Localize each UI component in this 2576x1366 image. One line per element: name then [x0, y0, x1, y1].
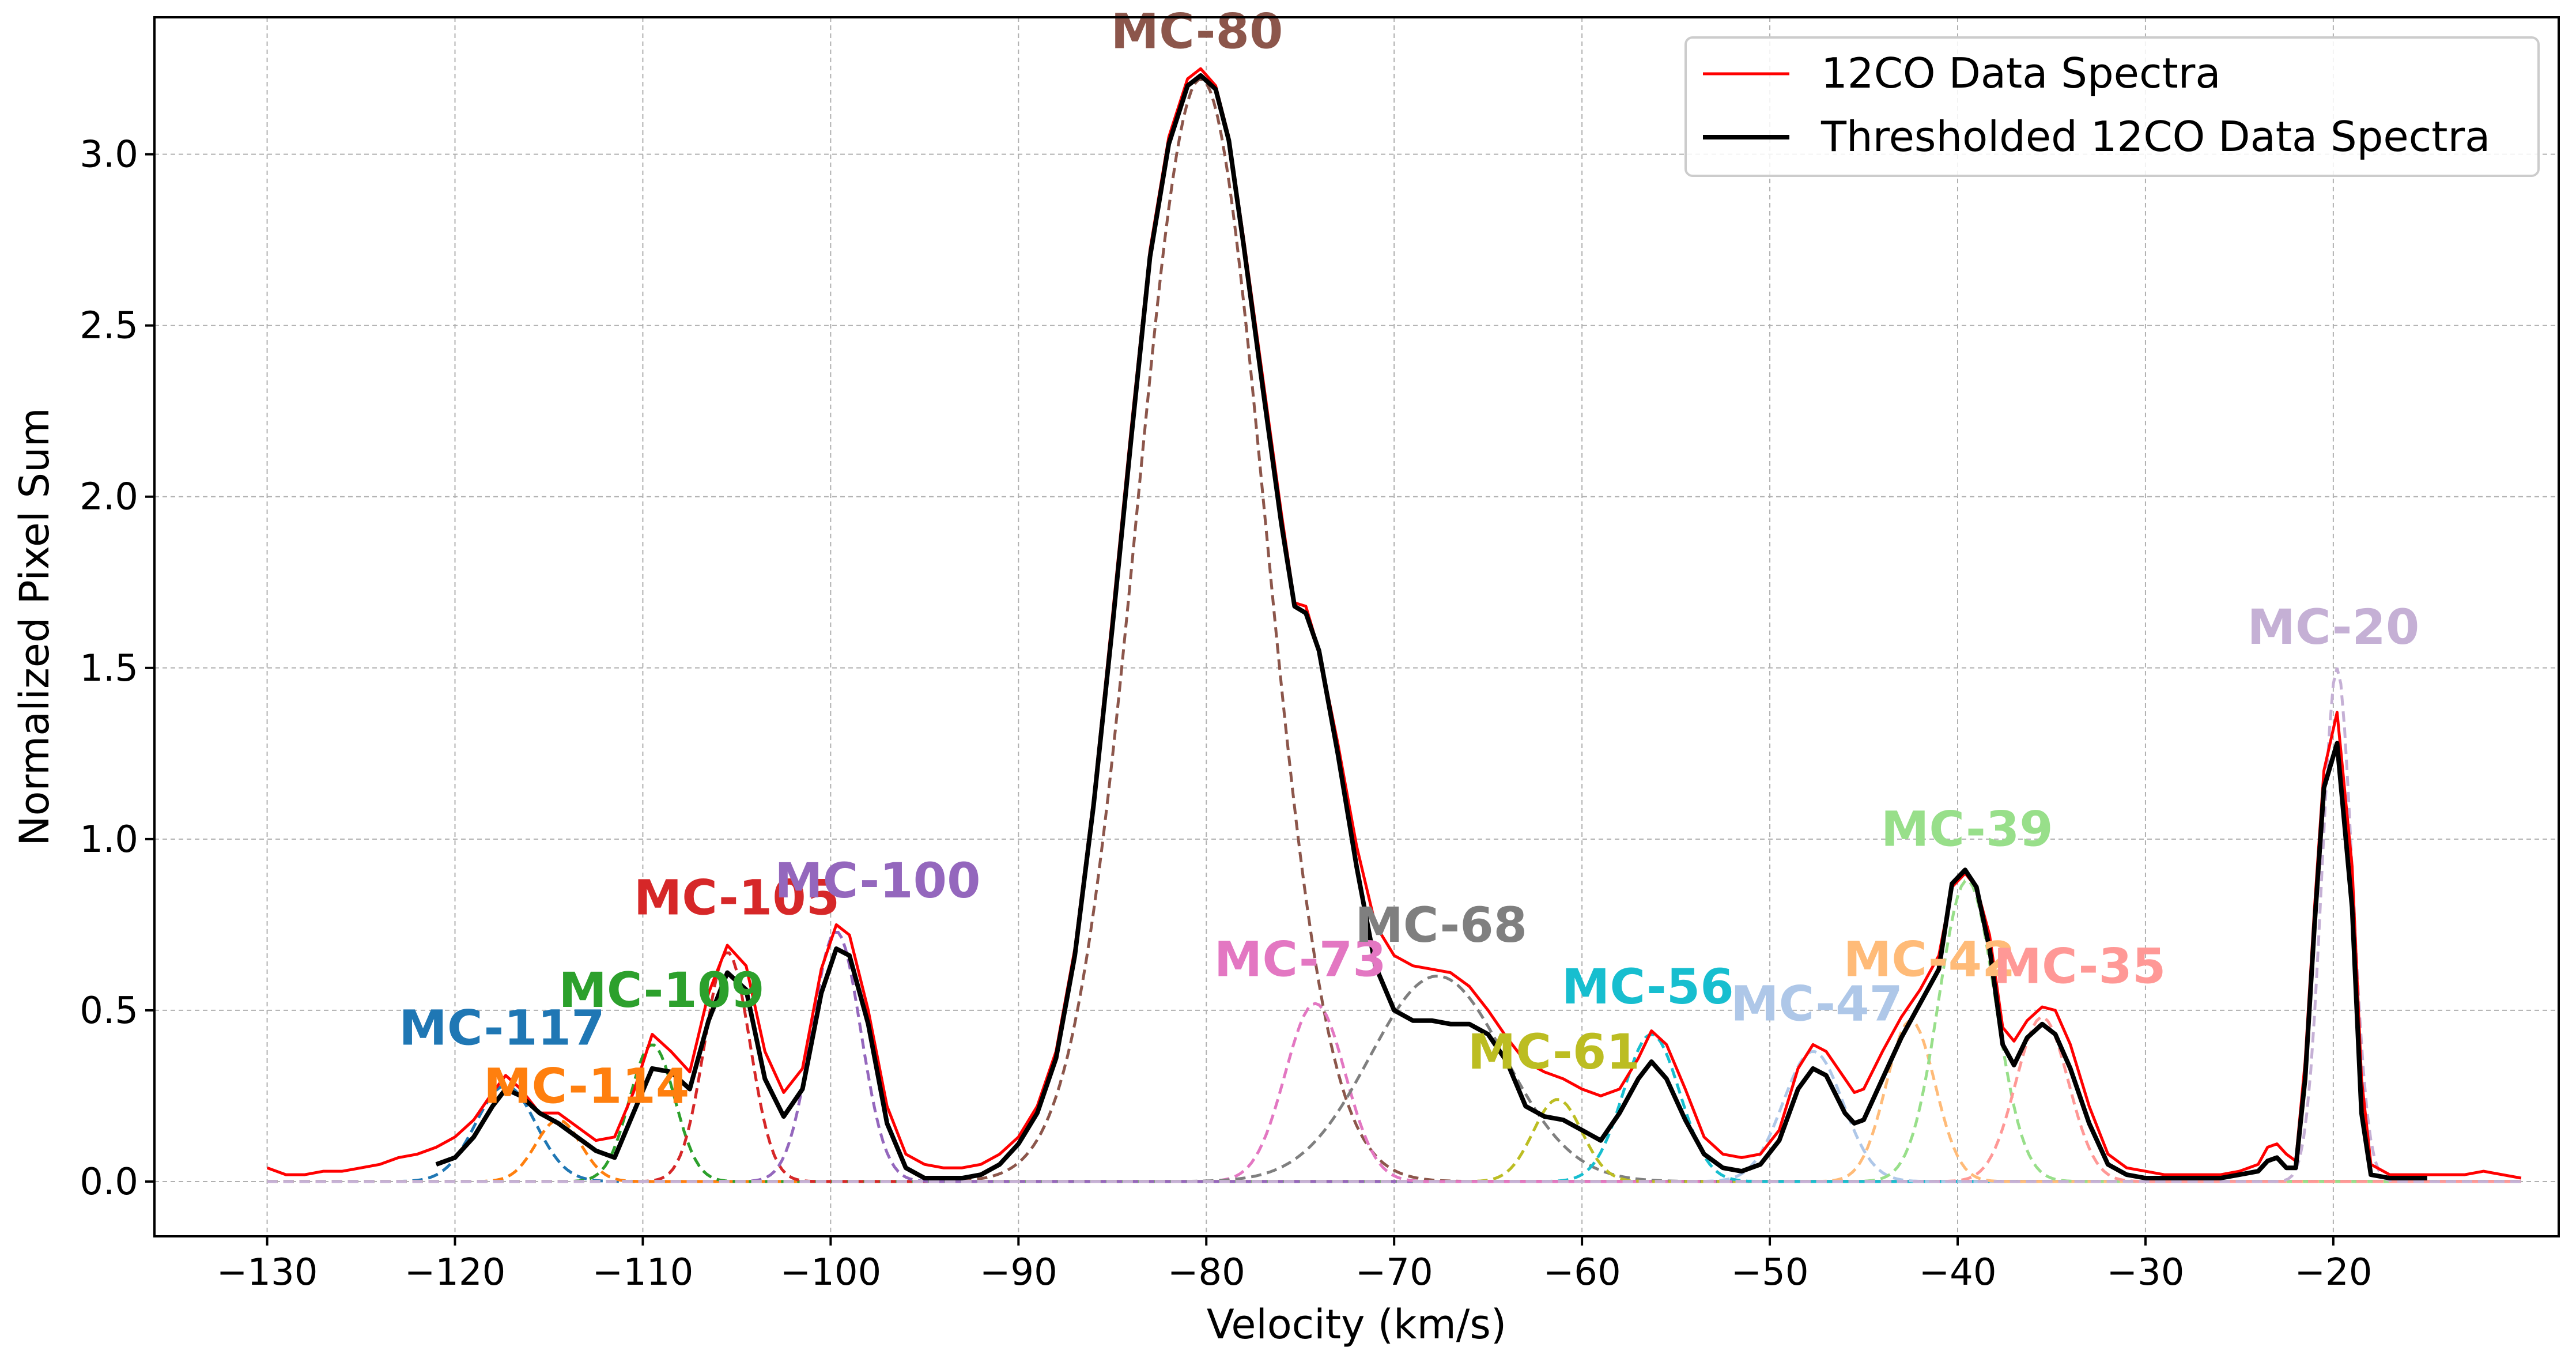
x-tick-label: −20 [2294, 1251, 2372, 1294]
x-tick-label: −80 [1168, 1251, 1245, 1294]
y-tick-label: 0.5 [80, 990, 138, 1032]
series-data-spectra [266, 67, 2522, 1180]
component-curve-mc-20 [267, 667, 2521, 1183]
component-label-mc-39: MC-39 [1881, 801, 2053, 858]
x-tick-label: −30 [2106, 1251, 2184, 1294]
component-label-mc-47: MC-47 [1731, 976, 1903, 1032]
x-tick-label: −90 [980, 1251, 1057, 1294]
legend: 12CO Data Spectra Thresholded 12CO Data … [1684, 36, 2540, 177]
component-label-mc-68: MC-68 [1355, 897, 1527, 953]
component-label-mc-61: MC-61 [1468, 1024, 1640, 1080]
component-label-mc-35: MC-35 [1993, 938, 2166, 994]
y-tick-label: 2.5 [80, 305, 138, 348]
x-tick-label: −100 [780, 1251, 881, 1294]
legend-label-data-spectra: 12CO Data Spectra [1821, 49, 2221, 97]
component-label-mc-80: MC-80 [1111, 3, 1283, 59]
component-label-mc-117: MC-117 [399, 999, 605, 1056]
x-tick-label: −70 [1355, 1251, 1433, 1294]
series-thresholded-spectra [435, 73, 2427, 1180]
x-axis-label: Velocity (km/s) [1207, 1301, 1506, 1348]
axis-ticks: −130 −120 −110 −100 −90 −80 −70 −60 −50 −40 −30 −20… [80, 134, 2372, 1294]
x-tick-label: −110 [592, 1251, 694, 1294]
gaussian-components [267, 78, 2521, 1183]
y-tick-label: 0.0 [80, 1161, 138, 1203]
plot-frame [153, 16, 2560, 1237]
x-tick-label: −60 [1543, 1251, 1621, 1294]
component-label-mc-105: MC-105 [634, 870, 840, 926]
x-tick-label: −120 [405, 1251, 506, 1294]
component-label-mc-114: MC-114 [484, 1058, 689, 1114]
legend-label-thresholded-spectra: Thresholded 12CO Data Spectra [1820, 112, 2490, 161]
x-tick-label: −130 [217, 1251, 318, 1294]
y-tick-label: 3.0 [80, 134, 138, 176]
spectra-lines [266, 67, 2522, 1180]
component-label-mc-42: MC-42 [1844, 931, 2016, 987]
component-label-mc-73: MC-73 [1214, 931, 1387, 987]
y-tick-label: 1.0 [80, 818, 138, 861]
x-tick-label: −50 [1731, 1251, 1809, 1294]
y-tick-label: 1.5 [80, 647, 138, 690]
component-label-mc-56: MC-56 [1562, 959, 1734, 1015]
legend-box [1684, 36, 2540, 177]
y-tick-label: 2.0 [80, 476, 138, 519]
component-label-mc-109: MC-109 [558, 962, 764, 1018]
y-axis-label: Normalized Pixel Sum [11, 407, 58, 846]
component-label-mc-100: MC-100 [775, 852, 980, 909]
component-label-mc-20: MC-20 [2247, 599, 2419, 655]
x-tick-label: −40 [1918, 1251, 1996, 1294]
